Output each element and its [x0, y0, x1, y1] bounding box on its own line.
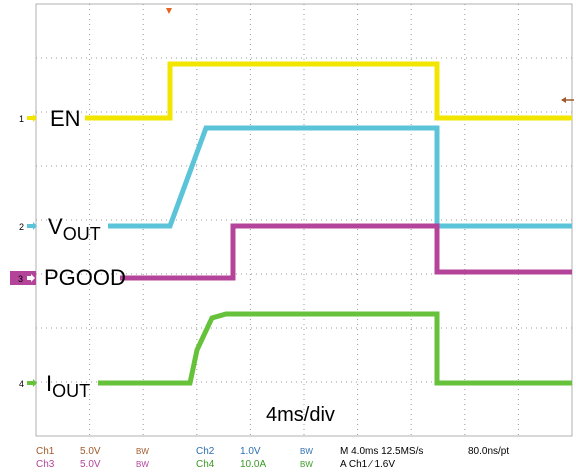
trigger-readout: A Ch1 ∕ 1.6V — [340, 459, 395, 470]
ch4-marker[interactable]: 4 — [19, 379, 37, 389]
ch2-readout-label: Ch2 — [196, 446, 215, 457]
ch3-readout-scale: 5.0V — [80, 459, 101, 470]
svg-text:3: 3 — [18, 274, 23, 284]
en-label: EN — [50, 106, 81, 131]
ch4-bw-indicator: BW — [300, 460, 313, 469]
graticule — [35, 3, 573, 437]
ch2-marker[interactable]: 2 — [19, 222, 37, 232]
en-trace — [85, 61, 572, 121]
ch4-readout-label: Ch4 — [196, 459, 215, 470]
ch3-marker[interactable]: 3 — [10, 271, 36, 285]
ch1-readout-label: Ch1 — [36, 446, 55, 457]
ch1-bw-indicator: BW — [136, 447, 149, 456]
pgood-label: PGOOD — [44, 265, 126, 290]
pgood-trace — [120, 223, 572, 281]
trigger-level-marker[interactable] — [561, 97, 574, 103]
iout-trace — [98, 311, 572, 386]
ch1-readout-scale: 5.0V — [80, 446, 101, 457]
ch3-readout-label: Ch3 — [36, 459, 55, 470]
acquisition-readout: M 4.0ms 12.5MS/s — [340, 446, 423, 457]
ch2-readout-scale: 1.0V — [240, 446, 261, 457]
svg-text:4: 4 — [19, 379, 24, 389]
svg-text:2: 2 — [19, 222, 24, 232]
trigger-position-marker[interactable] — [166, 8, 172, 14]
iout-label: IOUT — [46, 371, 90, 401]
readout-bar: Ch1 5.0V BW Ch2 1.0V BW M 4.0ms 12.5MS/s… — [36, 446, 509, 470]
ch1-marker[interactable]: 1 — [19, 114, 37, 124]
svg-text:1: 1 — [19, 114, 24, 124]
vout-trace — [108, 125, 572, 229]
timebase-label: 4ms/div — [266, 404, 335, 426]
ch3-bw-indicator: BW — [136, 460, 149, 469]
vout-label: VOUT — [48, 214, 101, 244]
ch4-readout-scale: 10.0A — [240, 459, 266, 470]
ch2-bw-indicator: BW — [300, 447, 313, 456]
resolution-readout: 80.0ns/pt — [468, 446, 509, 457]
